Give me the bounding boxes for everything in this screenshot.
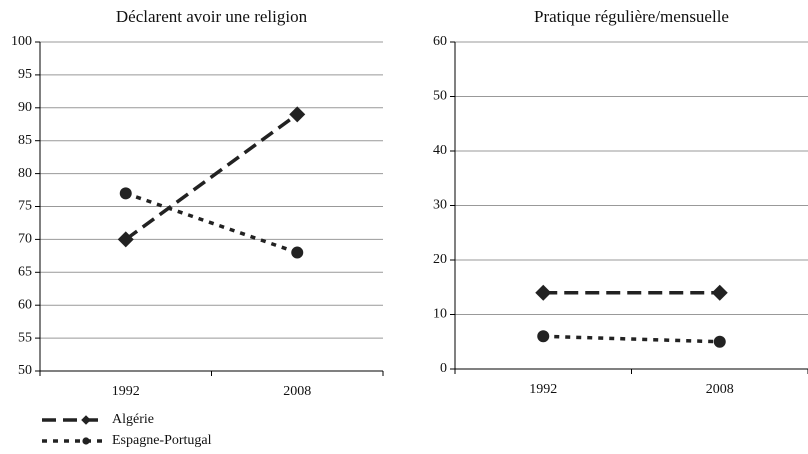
marker xyxy=(82,437,90,445)
line xyxy=(124,112,299,241)
marker xyxy=(289,106,306,123)
marker xyxy=(535,284,552,301)
line xyxy=(543,334,720,344)
y-tick-label: 50 xyxy=(433,89,447,104)
y-tick-label: 85 xyxy=(18,133,32,148)
chart-title: Déclarent avoir une religion xyxy=(116,7,308,26)
marker xyxy=(81,415,91,425)
marker xyxy=(291,246,304,259)
y-tick-label: 40 xyxy=(433,143,447,158)
y-tick-label: 20 xyxy=(433,252,447,267)
y-tick-label: 70 xyxy=(18,232,32,247)
x-tick-label: 1992 xyxy=(529,382,557,397)
legend-label: Espagne-Portugal xyxy=(112,433,212,448)
y-tick-label: 75 xyxy=(18,199,32,214)
x-tick-label: 2008 xyxy=(283,384,311,399)
x-tick-label: 1992 xyxy=(112,384,140,399)
line xyxy=(125,191,298,255)
y-tick-label: 60 xyxy=(433,34,447,49)
chart-title: Pratique régulière/mensuelle xyxy=(534,7,729,26)
y-tick-label: 0 xyxy=(440,361,447,376)
legend-label: Algérie xyxy=(112,412,154,427)
y-tick-label: 10 xyxy=(433,307,447,322)
marker xyxy=(711,284,728,301)
y-tick-label: 100 xyxy=(11,34,32,49)
marker xyxy=(119,187,132,200)
marker xyxy=(117,231,134,248)
y-tick-label: 65 xyxy=(18,265,32,280)
y-tick-label: 50 xyxy=(18,363,32,378)
x-tick-label: 2008 xyxy=(706,382,734,397)
y-tick-label: 95 xyxy=(18,67,32,82)
y-tick-label: 90 xyxy=(18,100,32,115)
marker xyxy=(713,335,726,348)
marker xyxy=(537,330,550,343)
y-tick-label: 55 xyxy=(18,330,32,345)
y-tick-label: 30 xyxy=(433,198,447,213)
y-tick-label: 80 xyxy=(18,166,32,181)
y-tick-label: 60 xyxy=(18,297,32,312)
